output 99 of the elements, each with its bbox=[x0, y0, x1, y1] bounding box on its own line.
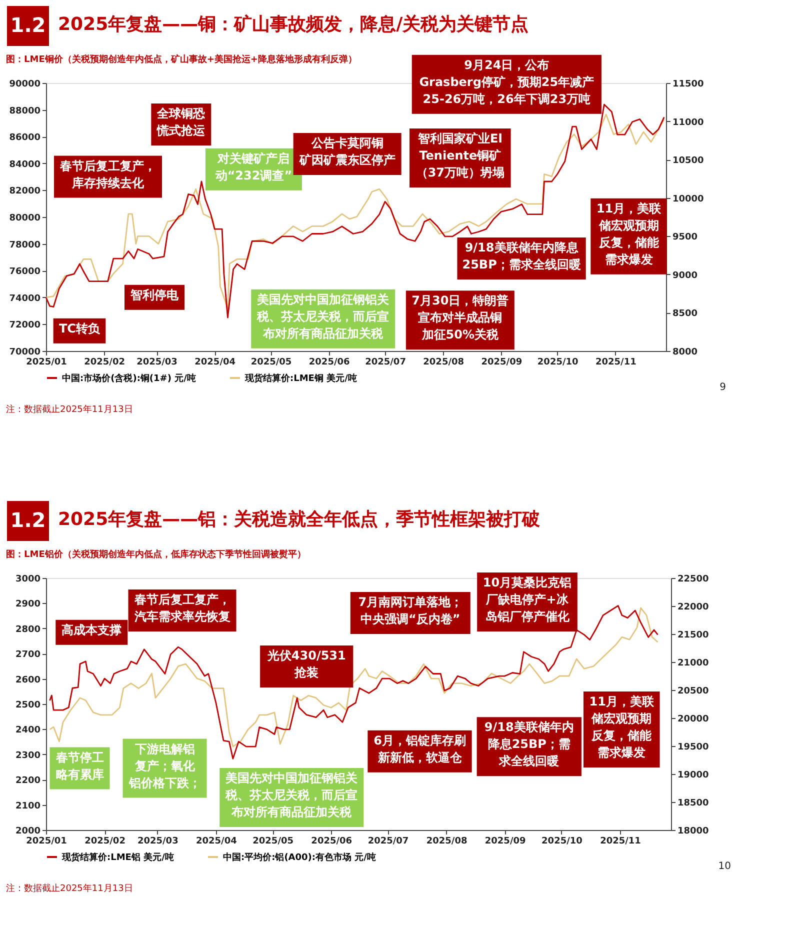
legend-label: 现货结算价:LME铜 美元/吨 bbox=[244, 373, 357, 384]
annotation: 美国先对中国加征钢铝关税、芬太尼关税，而后宣布对所有商品征加关税 bbox=[256, 292, 390, 340]
x-tick-label: 2025/09 bbox=[481, 358, 522, 368]
y-tick-label: 2900 bbox=[15, 600, 40, 610]
x-tick-label: 2025/01 bbox=[26, 836, 67, 846]
x-tick-label: 2025/01 bbox=[26, 358, 67, 368]
y-tick-label: 2800 bbox=[15, 624, 40, 635]
x-tick-label: 2025/06 bbox=[308, 358, 350, 368]
x-tick-label: 2025/07 bbox=[368, 836, 409, 846]
chart-title: 2025年复盘——铜：矿山事故频发，降息/关税为关键节点 bbox=[58, 14, 529, 35]
y-tick-label: 86000 bbox=[9, 133, 40, 144]
annotation: 美国先对中国加征钢铝关税、芬太尼关税，而后宣布对所有商品征加关税 bbox=[224, 770, 359, 819]
x-tick-label: 2025/02 bbox=[84, 358, 126, 368]
x-tick-label: 2025/10 bbox=[537, 358, 578, 368]
x-tick-label: 2025/07 bbox=[365, 358, 406, 368]
x-tick-label: 2025/10 bbox=[542, 836, 582, 846]
annotation: 春节后复工复产，汽车需求率先恢复 bbox=[133, 592, 230, 624]
y2-tick-label: 8500 bbox=[672, 309, 698, 320]
y2-tick-label: 20000 bbox=[678, 714, 709, 724]
legend-label: 中国:平均价:铝(A00):有色市场 元/吨 bbox=[223, 852, 376, 863]
y2-tick-label: 11000 bbox=[672, 118, 704, 128]
annotation: 10月莫桑比克铝厂缺电停产+冰岛铝厂停产催化 bbox=[482, 575, 572, 624]
y2-tick-label: 21500 bbox=[678, 630, 709, 640]
chart-subtitle: 图：LME铜价（关税预期创造年内低点，矿山事故+美国抢运+降息落地形成有利反弹） bbox=[6, 54, 357, 65]
y2-tick-label: 11500 bbox=[672, 80, 704, 90]
annotation: 下游电解铝复产；氧化铝价格下跌； bbox=[128, 742, 201, 790]
text: 9 bbox=[720, 382, 726, 393]
y2-tick-label: 22000 bbox=[678, 602, 709, 612]
annotation: 9/18美联储年内降息25BP；需求全线回暖 bbox=[484, 720, 574, 768]
y-tick-label: 2100 bbox=[15, 801, 40, 812]
annotation: 7月南网订单落地；中央强调“反内卷” bbox=[358, 595, 463, 626]
annotation: 春节停工略有累库 bbox=[54, 750, 104, 782]
y-tick-label: 72000 bbox=[9, 320, 40, 331]
y-tick-label: 74000 bbox=[9, 294, 40, 304]
y2-tick-label: 18500 bbox=[678, 798, 709, 808]
annotation: 6月，铝锭库存刷新新低，软逼仓 bbox=[374, 733, 466, 764]
annotation: 9/18美联储年内降息25BP；需求全线回暖 bbox=[462, 240, 581, 272]
y2-tick-label: 9500 bbox=[672, 232, 698, 243]
legend-label: 中国:市场价(含税):铜(1#) 元/吨 bbox=[62, 373, 196, 384]
legend-label: 现货结算价:LME铝 美元/吨 bbox=[61, 852, 174, 863]
text: 1.2 bbox=[10, 508, 46, 532]
y2-tick-label: 8000 bbox=[672, 348, 698, 358]
x-tick-label: 2025/05 bbox=[252, 836, 294, 846]
annotation: 光伏430/531抢装 bbox=[266, 648, 346, 680]
annotation: 11月，美联储宏观预期反复，储能需求爆发 bbox=[589, 694, 655, 760]
y-tick-label: 2300 bbox=[15, 750, 40, 761]
y2-tick-label: 10500 bbox=[672, 156, 704, 166]
y-tick-label: 3000 bbox=[15, 574, 40, 584]
y-tick-label: 84000 bbox=[9, 160, 40, 170]
y-tick-label: 2700 bbox=[15, 650, 40, 660]
text: 注：数据截止2025年11月13日 bbox=[6, 883, 133, 894]
x-tick-label: 2025/08 bbox=[423, 358, 464, 368]
y2-tick-label: 21000 bbox=[678, 658, 709, 668]
x-tick-label: 2025/03 bbox=[137, 836, 178, 846]
x-tick-label: 2025/08 bbox=[426, 836, 468, 846]
y-tick-label: 70000 bbox=[9, 348, 40, 358]
y2-tick-label: 9000 bbox=[672, 270, 698, 281]
annotation: 11月，美联储宏观预期反复，储能需求爆发 bbox=[596, 201, 662, 266]
annotation: TC转负 bbox=[58, 321, 101, 336]
x-tick-label: 2025/11 bbox=[600, 836, 641, 846]
chart-title: 2025年复盘——铝：关税造就全年低点，季节性框架被打破 bbox=[58, 509, 542, 530]
annotation: 公告卡莫阿铜矿因矿震东区停产 bbox=[298, 136, 396, 168]
y-tick-label: 2000 bbox=[15, 826, 40, 836]
y-tick-label: 2600 bbox=[15, 675, 40, 686]
annotation: 智利停电 bbox=[130, 288, 180, 302]
annotation: 7月30日，特朗普宣布对半成品铜加征50%关税 bbox=[412, 294, 509, 342]
annotation: 对关键矿产启动“232调查” bbox=[214, 151, 292, 182]
x-tick-label: 2025/04 bbox=[194, 358, 236, 368]
y2-tick-label: 18000 bbox=[678, 826, 709, 836]
annotation: 智利国家矿业El Teniente铜矿（37万吨）坍塌 bbox=[416, 132, 505, 180]
y-tick-label: 2400 bbox=[15, 726, 40, 736]
y2-tick-label: 22500 bbox=[678, 574, 709, 584]
text: 1.2 bbox=[10, 13, 46, 37]
x-tick-label: 2025/02 bbox=[84, 836, 126, 846]
x-tick-label: 2025/09 bbox=[484, 836, 526, 846]
y-tick-label: 80000 bbox=[9, 214, 40, 224]
annotation: 9月24日，公布Grasberg停矿，预期25年减产25-26万吨，26年下调23万吨 bbox=[419, 58, 594, 106]
x-tick-label: 2025/06 bbox=[311, 836, 352, 846]
y-tick-label: 76000 bbox=[9, 267, 40, 278]
y2-tick-label: 10000 bbox=[672, 194, 704, 204]
text: 10 bbox=[718, 861, 731, 872]
x-tick-label: 2025/11 bbox=[595, 358, 636, 368]
y2-tick-label: 19000 bbox=[678, 770, 709, 780]
y-tick-label: 2500 bbox=[15, 700, 40, 710]
x-tick-label: 2025/03 bbox=[136, 358, 178, 368]
y2-tick-label: 19500 bbox=[678, 742, 709, 752]
annotation: 高成本支撑 bbox=[62, 622, 122, 637]
y-tick-label: 90000 bbox=[9, 80, 40, 90]
annotation: 全球铜恐慌式抢运 bbox=[156, 106, 206, 138]
y2-tick-label: 20500 bbox=[678, 686, 709, 696]
y-tick-label: 82000 bbox=[9, 186, 40, 197]
chart-subtitle: 图：LME铝价（关税预期创造年内低点，低库存状态下季节性回调被熨平） bbox=[6, 549, 306, 560]
text: 注：数据截止2025年11月13日 bbox=[6, 404, 133, 415]
y-tick-label: 78000 bbox=[9, 240, 40, 250]
y-tick-label: 88000 bbox=[9, 106, 40, 116]
annotation: 春节后复工复产，库存持续去化 bbox=[59, 158, 156, 190]
x-tick-label: 2025/04 bbox=[196, 836, 237, 846]
x-tick-label: 2025/05 bbox=[250, 358, 292, 368]
y-tick-label: 2200 bbox=[15, 776, 40, 786]
